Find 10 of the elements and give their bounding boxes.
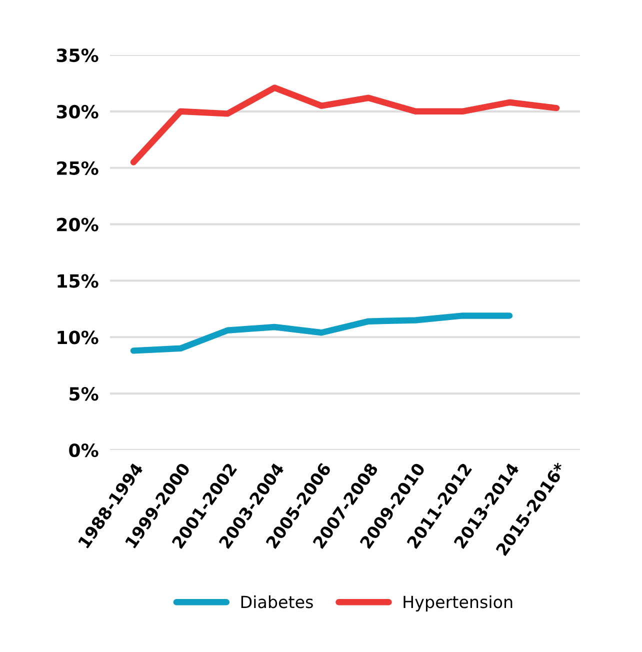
y-tick-label: 15% bbox=[58, 274, 98, 288]
legend-label: Diabetes bbox=[241, 595, 313, 608]
y-tick-label: 0% bbox=[69, 443, 98, 458]
y-tick-label: 25% bbox=[57, 161, 98, 175]
legend-label: Hypertension bbox=[404, 595, 512, 612]
y-tick-label: 5% bbox=[70, 387, 98, 401]
y-tick-label: 35% bbox=[56, 48, 98, 62]
y-tick-label: 10% bbox=[58, 330, 98, 344]
y-tick-label: 20% bbox=[57, 218, 98, 232]
y-tick-label: 30% bbox=[56, 104, 98, 119]
